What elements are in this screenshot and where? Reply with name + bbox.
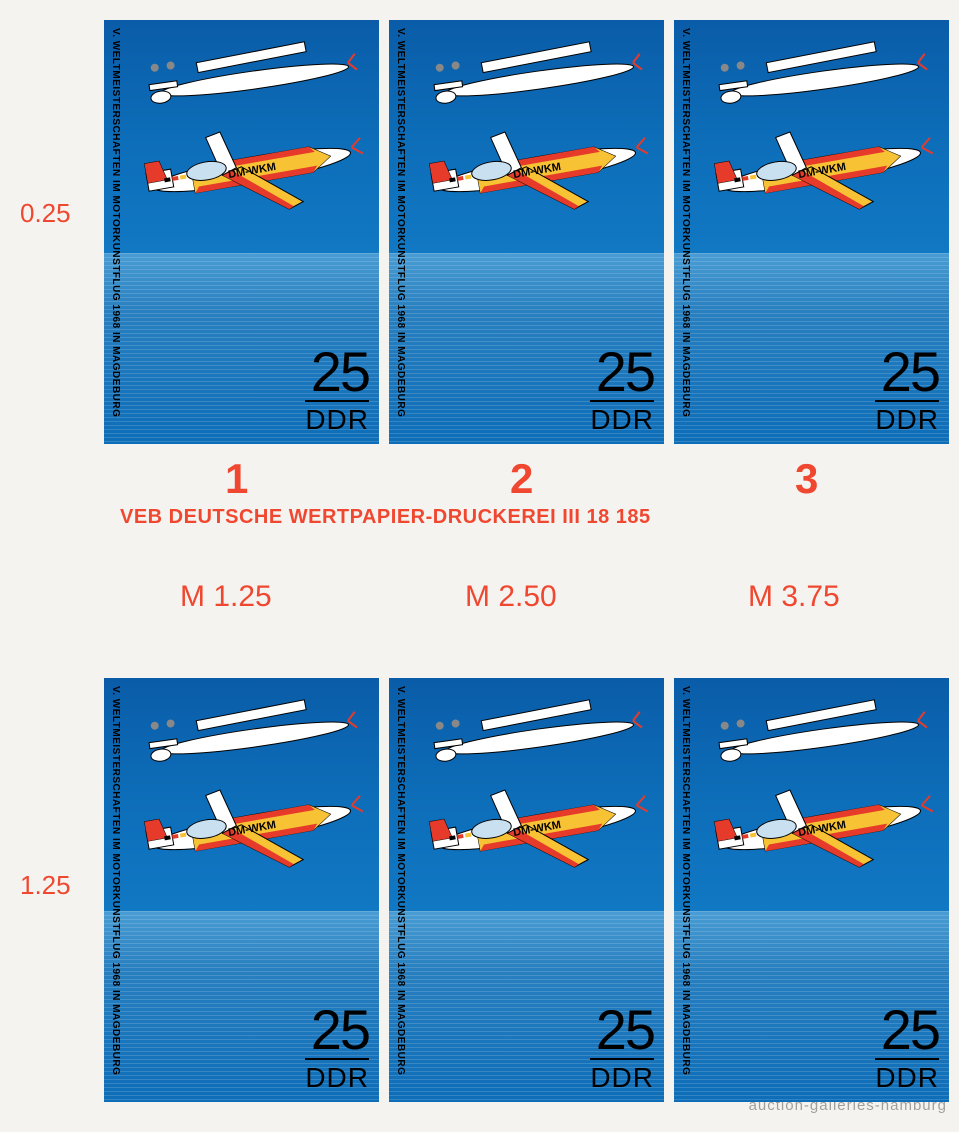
stamp-inscription: V. WELTMEISTERSCHAFTEN IM MOTORKUNSTFLUG… [395, 686, 406, 1096]
airplane-mid-icon: DM-WKM [702, 773, 942, 883]
stamp: DM-WKM V. WELTMEISTERSCHAFTEN IM MOTORKU… [389, 20, 664, 444]
airplane-top-icon [139, 690, 369, 780]
airplane-mid-icon: DM-WKM [417, 115, 657, 225]
denom-country: DDR [305, 400, 369, 436]
stamp: DM-WKM V. WELTMEISTERSCHAFTEN IM MOTORKU… [674, 678, 949, 1102]
margin-value-bottom: 1.25 [20, 870, 71, 901]
denom-value: 25 [305, 348, 369, 396]
stamp-denomination: 25 DDR [305, 1006, 369, 1094]
denom-country: DDR [305, 1058, 369, 1094]
airplane-top-icon [709, 690, 939, 780]
airplane-mid-icon: DM-WKM [417, 773, 657, 883]
denom-value: 25 [590, 348, 654, 396]
gutter-m-2: M 2.50 [465, 580, 557, 614]
gutter-m-3: M 3.75 [748, 580, 840, 614]
denom-value: 25 [590, 1006, 654, 1054]
airplane-mid-icon: DM-WKM [132, 773, 372, 883]
gutter-col-3: 3 [795, 455, 818, 503]
airplane-top-icon [424, 32, 654, 122]
stamp-inscription: V. WELTMEISTERSCHAFTEN IM MOTORKUNSTFLUG… [680, 28, 691, 438]
printer-imprint: VEB DEUTSCHE WERTPAPIER-DRUCKEREI III 18… [120, 506, 651, 529]
gutter-col-1: 1 [225, 455, 248, 503]
denom-value: 25 [875, 1006, 939, 1054]
airplane-mid-icon: DM-WKM [132, 115, 372, 225]
stamp: DM-WKM V. WELTMEISTERSCHAFTEN IM MOTORKU… [674, 20, 949, 444]
denom-value: 25 [875, 348, 939, 396]
gutter-col-2: 2 [510, 455, 533, 503]
airplane-top-icon [424, 690, 654, 780]
gutter-m-1: M 1.25 [180, 580, 272, 614]
denom-country: DDR [590, 400, 654, 436]
stamp-denomination: 25 DDR [590, 1006, 654, 1094]
denom-country: DDR [875, 400, 939, 436]
stamp: DM-WKM V. WELTMEISTERSCHAFTEN IM MOTORKU… [104, 20, 379, 444]
stamp-denomination: 25 DDR [590, 348, 654, 436]
stamp-row-bottom: DM-WKM V. WELTMEISTERSCHAFTEN IM MOTORKU… [104, 678, 949, 1102]
stamp-denomination: 25 DDR [875, 348, 939, 436]
denom-country: DDR [875, 1058, 939, 1094]
stamp-inscription: V. WELTMEISTERSCHAFTEN IM MOTORKUNSTFLUG… [680, 686, 691, 1096]
stamp: DM-WKM V. WELTMEISTERSCHAFTEN IM MOTORKU… [104, 678, 379, 1102]
stamp-inscription: V. WELTMEISTERSCHAFTEN IM MOTORKUNSTFLUG… [110, 28, 121, 438]
stamp-inscription: V. WELTMEISTERSCHAFTEN IM MOTORKUNSTFLUG… [395, 28, 406, 438]
stamp-inscription: V. WELTMEISTERSCHAFTEN IM MOTORKUNSTFLUG… [110, 686, 121, 1096]
denom-country: DDR [590, 1058, 654, 1094]
stamp-row-top: DM-WKM V. WELTMEISTERSCHAFTEN IM MOTORKU… [104, 20, 949, 444]
stamp-denomination: 25 DDR [305, 348, 369, 436]
margin-value-top: 0.25 [20, 198, 71, 229]
airplane-top-icon [139, 32, 369, 122]
airplane-mid-icon: DM-WKM [702, 115, 942, 225]
airplane-top-icon [709, 32, 939, 122]
denom-value: 25 [305, 1006, 369, 1054]
stamp-denomination: 25 DDR [875, 1006, 939, 1094]
stamp: DM-WKM V. WELTMEISTERSCHAFTEN IM MOTORKU… [389, 678, 664, 1102]
